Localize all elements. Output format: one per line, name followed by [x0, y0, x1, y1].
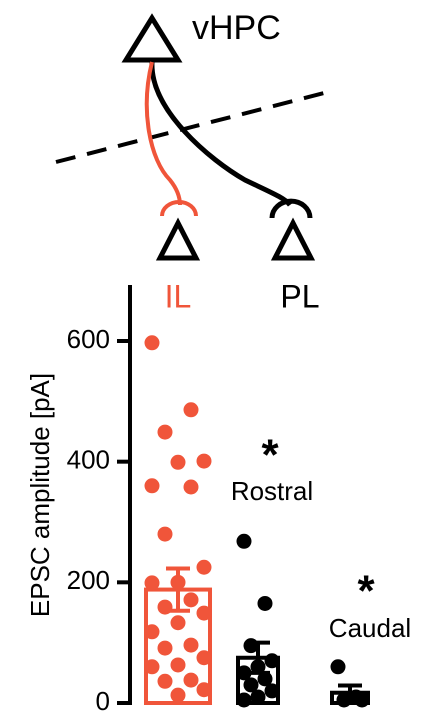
data-point [171, 688, 186, 703]
data-point [244, 638, 259, 653]
data-point [265, 683, 280, 698]
data-point [337, 692, 352, 707]
data-point [171, 455, 186, 470]
pl-neuron [275, 223, 311, 258]
data-point [145, 478, 160, 493]
y-tick-label: 0 [96, 686, 110, 716]
figure: vHPC EPSC amplitude [pA] PL 0 200 400 600 IL… [0, 0, 422, 717]
category-label: IL [165, 278, 192, 314]
data-point [158, 600, 173, 615]
data-point [331, 659, 346, 674]
data-point [184, 673, 199, 688]
data-point [184, 402, 199, 417]
y-axis-title: EPSC amplitude [pA] [25, 373, 55, 617]
data-point [251, 689, 266, 704]
data-point [171, 615, 186, 630]
source-label: vHPC [192, 9, 281, 47]
significance-marker: * [357, 567, 375, 616]
data-point [171, 657, 186, 672]
data-point [145, 335, 160, 350]
data-point [158, 641, 173, 656]
group-label: PL [280, 278, 319, 314]
data-point [237, 692, 252, 707]
data-point [184, 638, 199, 653]
data-point [258, 596, 273, 611]
data-point [158, 674, 173, 689]
data-point [197, 682, 212, 697]
data-point [145, 575, 160, 590]
data-point [184, 480, 199, 495]
schematic [56, 18, 328, 258]
data-point [197, 606, 212, 621]
significance-marker: * [261, 431, 279, 480]
y-tick-label: 600 [67, 324, 110, 354]
data-point [184, 592, 199, 607]
page: vHPC EPSC amplitude [pA] PL 0 200 400 600 IL… [0, 0, 422, 717]
data-point [355, 692, 370, 707]
source-neuron [126, 18, 178, 60]
data-point [158, 527, 173, 542]
data-point [145, 624, 160, 639]
data-point [171, 575, 186, 590]
category-label: Rostral [231, 476, 313, 506]
data-point [145, 659, 160, 674]
y-tick-label: 200 [67, 565, 110, 595]
data-point [197, 454, 212, 469]
data-point [158, 425, 173, 440]
data-point [197, 560, 212, 575]
il-neuron [160, 223, 196, 258]
y-tick-label: 400 [67, 445, 110, 475]
data-point [237, 534, 252, 549]
data-point [265, 653, 280, 668]
cut-line [56, 92, 328, 162]
category-label: Caudal [329, 613, 411, 643]
data-point [197, 650, 212, 665]
